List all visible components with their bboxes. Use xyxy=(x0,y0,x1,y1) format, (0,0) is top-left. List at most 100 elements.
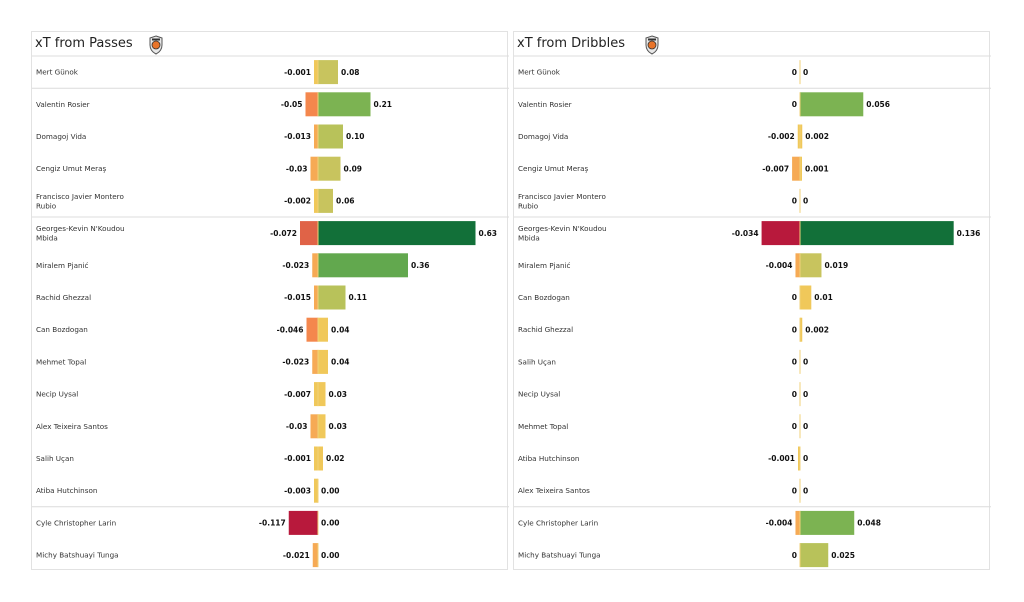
player-name-line: Miralem Pjanić xyxy=(36,261,89,270)
positive-bar xyxy=(318,253,408,278)
player-name-line: Mert Günok xyxy=(518,68,561,77)
negative-value-label: -0.001 xyxy=(768,454,795,463)
negative-bar xyxy=(310,414,318,439)
negative-value-label: -0.034 xyxy=(732,229,759,238)
player-name-line: Cyle Christopher Larin xyxy=(36,518,116,527)
negative-value-label: -0.05 xyxy=(281,100,303,109)
player-name-line: Mehmet Topal xyxy=(36,357,86,366)
player-name: Cengiz Umut Meraş xyxy=(36,164,107,173)
negative-value-label: -0.002 xyxy=(284,197,311,206)
player-name-line: Rachid Ghezzal xyxy=(36,293,91,302)
negative-bar xyxy=(314,124,318,149)
player-name: Salih Uçan xyxy=(518,357,556,366)
negative-bar xyxy=(314,478,318,503)
positive-value-label: 0.09 xyxy=(344,164,363,173)
player-name-line: Mbida xyxy=(36,234,58,243)
player-name-line: Mert Günok xyxy=(36,68,79,77)
negative-value-label: -0.007 xyxy=(284,390,311,399)
negative-value-label: -0.03 xyxy=(286,164,308,173)
positive-value-label: 0 xyxy=(803,486,808,495)
negative-value-label: 0 xyxy=(792,325,797,334)
negative-value-label: 0 xyxy=(792,358,797,367)
player-name: Necip Uysal xyxy=(518,390,560,399)
negative-bar xyxy=(792,156,800,181)
negative-bar xyxy=(314,382,318,407)
positive-bar xyxy=(800,317,803,342)
positive-bar xyxy=(318,60,338,85)
player-name-line: Rubio xyxy=(518,201,538,210)
player-name: Francisco Javier Montero Rubio xyxy=(518,192,606,211)
positive-value-label: 0 xyxy=(803,422,808,431)
positive-bar xyxy=(318,124,343,149)
negative-bar xyxy=(312,543,318,568)
player-name-line: Alex Teixeira Santos xyxy=(518,486,590,495)
positive-value-label: 0.03 xyxy=(329,422,348,431)
player-name: Valentin Rosier xyxy=(518,100,572,109)
negative-value-label: -0.117 xyxy=(259,519,286,528)
positive-bar xyxy=(318,446,323,471)
negative-value-label: -0.021 xyxy=(283,551,310,560)
negative-bar xyxy=(305,92,318,117)
positive-bar xyxy=(318,317,328,342)
player-name: Atiba Hutchinson xyxy=(518,454,579,463)
player-name: Francisco Javier Montero Rubio xyxy=(36,192,124,211)
positive-value-label: 0.02 xyxy=(326,454,345,463)
positive-value-label: 0.00 xyxy=(321,486,340,495)
player-name-line: Cengiz Umut Meraş xyxy=(36,164,107,173)
negative-value-label: -0.001 xyxy=(284,68,311,77)
player-name-line: Miralem Pjanić xyxy=(518,261,571,270)
player-name: Cengiz Umut Meraş xyxy=(518,164,589,173)
player-name: Michy Batshuayi Tunga xyxy=(36,551,119,560)
positive-value-label: 0 xyxy=(803,454,808,463)
player-name-line: Atiba Hutchinson xyxy=(518,454,579,463)
negative-bar xyxy=(288,510,318,535)
positive-bar xyxy=(800,253,822,278)
positive-value-label: 0 xyxy=(803,68,808,77)
positive-bar xyxy=(800,92,864,117)
player-name: Miralem Pjanić xyxy=(36,261,89,270)
positive-bar xyxy=(800,543,829,568)
negative-bar xyxy=(314,285,318,310)
negative-bar xyxy=(300,221,318,246)
negative-value-label: 0 xyxy=(792,486,797,495)
positive-bar xyxy=(800,124,803,149)
negative-bar xyxy=(312,253,318,278)
positive-value-label: 0.056 xyxy=(866,100,890,109)
positive-value-label: 0.03 xyxy=(329,390,348,399)
player-name: Domagoj Vida xyxy=(518,132,568,141)
player-name-line: Francisco Javier Montero xyxy=(518,192,606,201)
negative-value-label: 0 xyxy=(792,422,797,431)
negative-value-label: -0.023 xyxy=(282,358,309,367)
negative-bar xyxy=(798,446,800,471)
player-name: Atiba Hutchinson xyxy=(36,486,97,495)
positive-value-label: 0.08 xyxy=(341,68,360,77)
player-name-line: Mehmet Topal xyxy=(518,422,568,431)
player-name: Alex Teixeira Santos xyxy=(518,486,590,495)
positive-value-label: 0.06 xyxy=(336,197,355,206)
positive-value-label: 0.36 xyxy=(411,261,430,270)
player-name-line: Rachid Ghezzal xyxy=(518,325,573,334)
positive-value-label: 0.025 xyxy=(831,551,855,560)
negative-value-label: -0.013 xyxy=(284,132,311,141)
player-name: Can Bozdogan xyxy=(518,293,570,302)
positive-bar xyxy=(800,221,954,246)
negative-bar xyxy=(314,60,318,85)
negative-value-label: 0 xyxy=(792,68,797,77)
player-name-line: Alex Teixeira Santos xyxy=(36,422,108,431)
negative-bar xyxy=(795,510,800,535)
dribbles-title: xT from Dribbles xyxy=(517,36,626,51)
player-name: Salih Uçan xyxy=(36,454,74,463)
player-name: Georges-Kevin N'Koudou Mbida xyxy=(518,224,607,243)
negative-bar xyxy=(314,446,318,471)
player-name-line: Valentin Rosier xyxy=(36,100,90,109)
negative-value-label: 0 xyxy=(792,551,797,560)
positive-bar xyxy=(318,156,341,181)
player-name-line: Can Bozdogan xyxy=(518,293,570,302)
positive-bar xyxy=(318,92,371,117)
negative-value-label: -0.004 xyxy=(766,261,793,270)
player-name: Domagoj Vida xyxy=(36,132,86,141)
dribbles-panel: xT from Dribbles Mert Günok 0 0 Valentin Ro… xyxy=(513,31,991,570)
positive-value-label: 0.00 xyxy=(321,551,340,560)
negative-bar xyxy=(795,253,800,278)
